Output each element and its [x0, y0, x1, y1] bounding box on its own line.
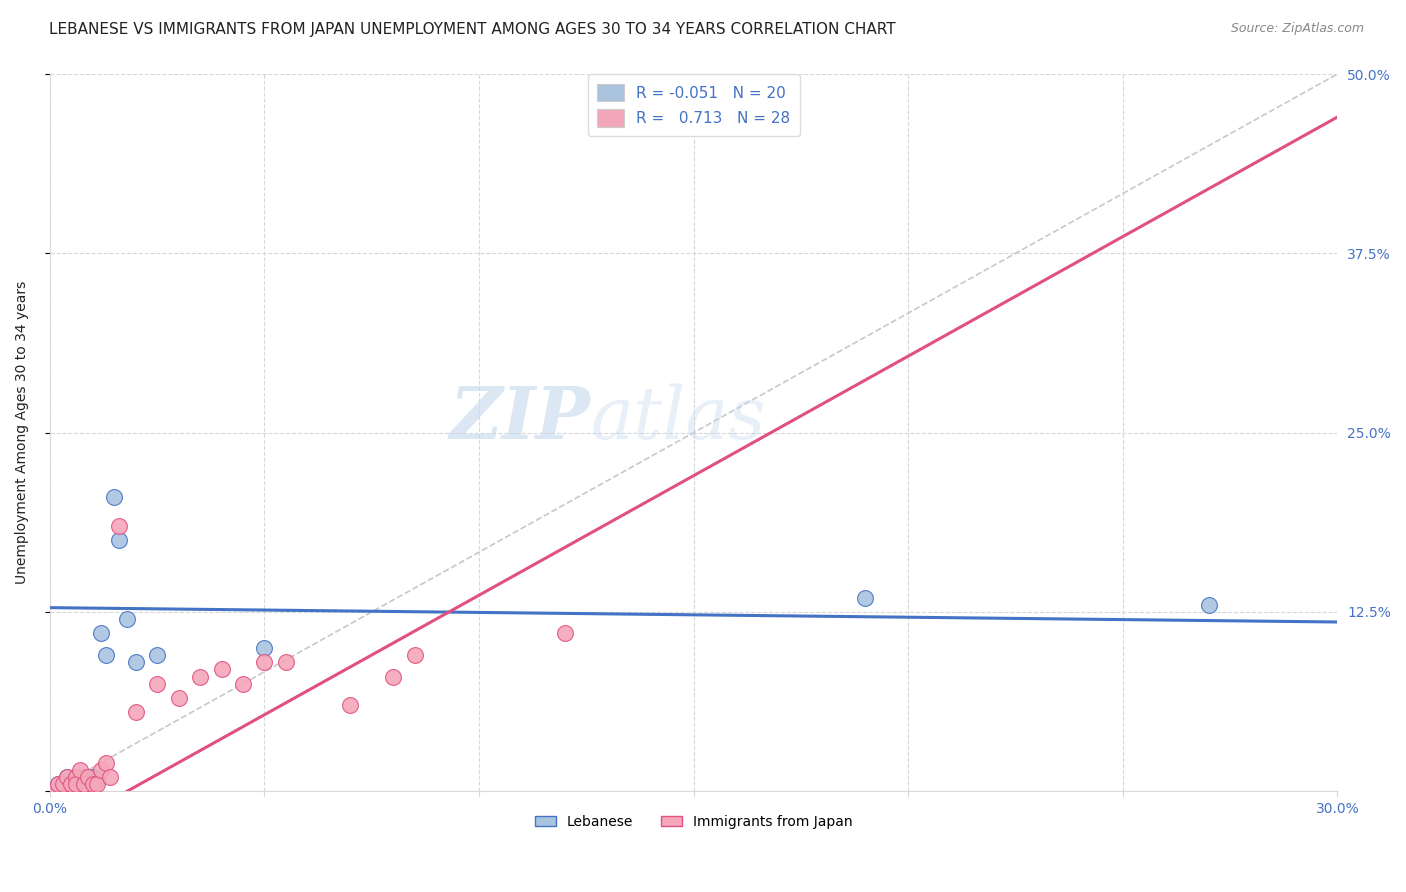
Point [73, 770, 96, 784]
Point [124, 655, 146, 669]
Point [167, 691, 190, 706]
Point [94, 648, 117, 662]
Point [554, 626, 576, 640]
Point [52, 777, 75, 791]
Point [60, 777, 83, 791]
Point [339, 698, 361, 713]
Point [82, 777, 104, 791]
Point [107, 519, 129, 533]
Point [274, 655, 297, 669]
Point [107, 533, 129, 548]
Point [48, 777, 70, 791]
Point [69, 763, 91, 777]
Point [60, 777, 83, 791]
Point [853, 591, 876, 605]
Point [73, 777, 96, 791]
Text: Source: ZipAtlas.com: Source: ZipAtlas.com [1230, 22, 1364, 36]
Point [1198, 598, 1220, 612]
Point [56, 770, 79, 784]
Point [82, 770, 104, 784]
Point [211, 662, 233, 676]
Point [98, 770, 121, 784]
Point [90, 626, 112, 640]
Point [90, 763, 112, 777]
Point [65, 777, 87, 791]
Point [253, 640, 276, 655]
Point [124, 706, 146, 720]
Point [146, 676, 169, 690]
Point [253, 655, 276, 669]
Y-axis label: Unemployment Among Ages 30 to 34 years: Unemployment Among Ages 30 to 34 years [15, 281, 30, 584]
Point [404, 648, 426, 662]
Point [103, 490, 125, 504]
Point [94, 756, 117, 770]
Point [382, 669, 405, 683]
Text: LEBANESE VS IMMIGRANTS FROM JAPAN UNEMPLOYMENT AMONG AGES 30 TO 34 YEARS CORRELA: LEBANESE VS IMMIGRANTS FROM JAPAN UNEMPL… [49, 22, 896, 37]
Point [77, 770, 100, 784]
Point [146, 648, 169, 662]
Point [232, 676, 254, 690]
Point [38, 784, 60, 798]
Point [188, 669, 211, 683]
Point [38, 784, 60, 798]
Point [48, 777, 70, 791]
Point [115, 612, 138, 626]
Text: atlas: atlas [591, 383, 766, 453]
Legend: Lebanese, Immigrants from Japan: Lebanese, Immigrants from Japan [529, 809, 858, 835]
Text: ZIP: ZIP [450, 383, 591, 454]
Point [56, 770, 79, 784]
Point [69, 772, 91, 787]
Point [86, 772, 108, 787]
Point [86, 777, 108, 791]
Point [77, 772, 100, 787]
Point [65, 770, 87, 784]
Point [65, 770, 87, 784]
